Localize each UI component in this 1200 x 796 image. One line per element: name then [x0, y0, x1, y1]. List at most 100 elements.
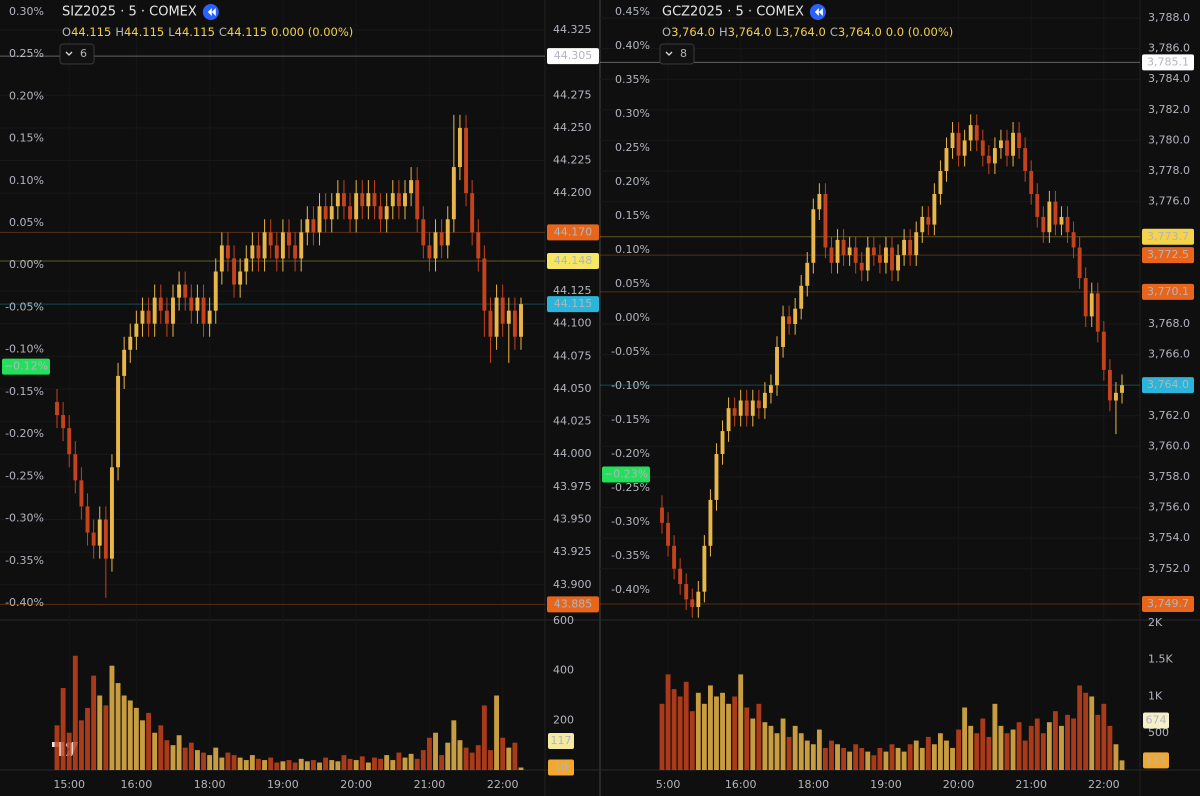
price-value-label: 3,764.0: [1147, 378, 1189, 391]
volume-bar: [810, 744, 816, 770]
price-value-label: 44.170: [554, 225, 593, 238]
percent-tick-label: 0.20%: [615, 175, 650, 188]
candle-body: [213, 271, 218, 311]
volume-bar: [243, 760, 249, 770]
candle-body: [329, 206, 334, 220]
volume-bar: [968, 725, 974, 770]
candle-body: [1035, 193, 1040, 217]
candle-body: [470, 193, 475, 233]
volume-bar: [980, 718, 986, 770]
candle-body: [403, 193, 407, 207]
price-value-label: 3,785.1: [1147, 55, 1189, 68]
volume-bar: [1089, 696, 1095, 770]
price-tick-label: 44.250: [553, 121, 592, 134]
price-tick-label: 43.925: [553, 545, 592, 558]
volume-bar: [384, 755, 390, 770]
chart-panel: 15:00 16:00 18:00 19:00 20:00 21:00 22:00 0.30%…: [0, 0, 599, 791]
candle-body: [164, 310, 169, 324]
volume-bar: [176, 735, 182, 770]
price-tick-label: 3,782.0: [1148, 103, 1190, 116]
volume-bar: [408, 753, 414, 770]
price-value-label: 3,772.5: [1147, 248, 1189, 261]
candle-body: [847, 247, 852, 256]
ohlc-value: 0.0 (0.00%): [886, 25, 953, 39]
price-tick-label: 3,784.0: [1148, 72, 1190, 85]
volume-bar: [689, 711, 695, 770]
price-value-box: [1142, 228, 1194, 245]
candle-body: [464, 127, 469, 194]
time-tick-label: 22:00: [1088, 778, 1120, 791]
candle-body: [884, 247, 888, 263]
candle-body: [79, 480, 84, 507]
volume-value-label: 117: [551, 734, 572, 747]
volume-value-box: [1143, 712, 1169, 729]
candle-body: [920, 216, 925, 233]
candle-body: [219, 245, 224, 272]
price-tick-label: 44.225: [553, 154, 592, 167]
time-tick-label: 18:00: [194, 778, 226, 791]
volume-bar: [1034, 718, 1040, 770]
candle-body: [811, 209, 816, 263]
volume-bar: [859, 747, 865, 770]
candle-body: [158, 297, 163, 311]
volume-bar: [1059, 725, 1064, 770]
candle-body: [992, 148, 997, 164]
candle-body: [853, 247, 858, 263]
volume-bar: [274, 762, 280, 770]
candle-body: [189, 297, 194, 311]
volume-bar: [488, 750, 493, 770]
volume-bar: [237, 757, 243, 770]
volume-bar: [469, 752, 475, 770]
percent-tick-label: 0.25%: [615, 141, 650, 154]
volume-bar: [950, 747, 955, 770]
volume-bar: [816, 729, 822, 770]
candle-body: [293, 245, 298, 259]
percent-tick-label: -0.30%: [611, 515, 650, 528]
volume-bar: [506, 747, 512, 770]
candle-body: [323, 206, 328, 220]
candle-body: [354, 193, 359, 220]
ohlc-value: 44.115: [175, 25, 215, 39]
volume-bar: [91, 675, 97, 770]
percent-tick-label: 0.35%: [615, 73, 650, 86]
candle-body: [91, 532, 96, 546]
candle-body: [256, 245, 261, 259]
volume-bar: [798, 733, 804, 770]
price-tick-label: 3,752.0: [1148, 562, 1190, 575]
ohlc-key: O: [662, 25, 671, 39]
time-tick-label: 16:00: [725, 778, 757, 791]
candle-body: [666, 522, 670, 546]
percent-tick-label: 0.30%: [9, 5, 44, 18]
volume-bar: [188, 742, 194, 770]
candle-body: [1114, 392, 1118, 401]
candle-body: [146, 310, 151, 324]
ohlc-key: C: [830, 25, 838, 39]
ohlc-value: 44.115: [124, 25, 164, 39]
ohlc-line: O3,764.0 H3,764.0 L3,764.0 C3,764.0 0.0 (0.0…: [662, 25, 953, 39]
candle-body: [201, 297, 206, 324]
candle-body: [360, 193, 365, 207]
time-tick-label: 21:00: [414, 778, 446, 791]
price-value-box: [1142, 377, 1194, 394]
volume-bar: [665, 674, 671, 770]
replay-icon: [814, 8, 823, 16]
volume-tick-label: 500: [1148, 726, 1169, 739]
indicator-toggle[interactable]: 8: [659, 43, 695, 65]
candle-body: [841, 239, 846, 256]
candle-body: [1023, 148, 1028, 172]
candle-body: [311, 219, 316, 233]
volume-bar: [66, 732, 72, 770]
candle-body: [1101, 331, 1106, 370]
indicator-toggle[interactable]: 6: [59, 43, 95, 65]
candle-body: [690, 599, 695, 607]
candle-body: [232, 258, 237, 285]
volume-tick-label: 200: [553, 713, 574, 726]
candle-body: [865, 247, 870, 271]
volume-bar: [732, 696, 738, 770]
percent-tick-label: -0.40%: [611, 583, 650, 596]
candle-body: [702, 545, 707, 592]
candle-body: [372, 193, 377, 207]
volume-bar: [944, 740, 949, 770]
candle-body: [980, 140, 985, 156]
